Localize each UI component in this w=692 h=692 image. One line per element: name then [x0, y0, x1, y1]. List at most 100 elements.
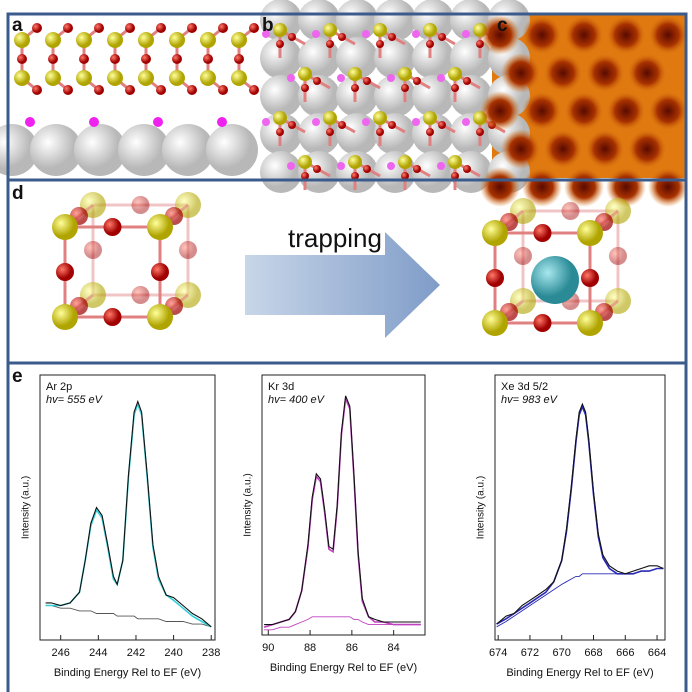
atom — [426, 40, 434, 48]
panel-label: b — [262, 15, 274, 36]
stm-spot — [585, 129, 625, 169]
stm-spot — [522, 15, 562, 55]
atom — [482, 220, 508, 246]
atom — [398, 155, 412, 169]
atom — [153, 117, 163, 127]
x-axis-label: Binding Energy Rel to EF (eV) — [270, 662, 417, 674]
x-tick-label: 86 — [346, 642, 358, 654]
chart-subtitle: hv= 555 eV — [46, 394, 104, 406]
atom — [534, 314, 552, 332]
x-tick-label: 238 — [202, 647, 220, 659]
atom — [94, 85, 104, 95]
atom — [301, 84, 309, 92]
atom — [476, 128, 484, 136]
atom — [89, 117, 99, 127]
atom — [156, 85, 166, 95]
atom — [147, 214, 173, 240]
atom — [387, 74, 395, 82]
atom — [156, 23, 166, 33]
x-tick-label: 668 — [584, 647, 602, 659]
atom — [363, 77, 371, 85]
stm-spot — [648, 167, 688, 207]
atom — [577, 220, 603, 246]
atom — [348, 155, 362, 169]
x-axis-label: Binding Energy Rel to EF (eV) — [506, 667, 653, 679]
atom — [94, 23, 104, 33]
x-tick-label: 240 — [164, 647, 182, 659]
atom — [363, 165, 371, 173]
atom — [348, 67, 362, 81]
atom — [138, 70, 154, 86]
atom — [577, 310, 603, 336]
atom — [388, 121, 396, 129]
atom — [376, 40, 384, 48]
atom — [288, 33, 296, 41]
atom — [534, 224, 552, 242]
stm-spot — [648, 91, 688, 131]
atom — [531, 256, 579, 304]
atom — [438, 33, 446, 41]
atom — [187, 23, 197, 33]
atom — [287, 162, 295, 170]
atom — [104, 218, 122, 236]
atom — [448, 67, 462, 81]
atom — [249, 85, 259, 95]
atom — [276, 40, 284, 48]
atom — [14, 70, 30, 86]
atom — [132, 286, 150, 304]
y-axis-label: Intensity (a.u.) — [243, 473, 254, 536]
atom — [169, 32, 185, 48]
chart-subtitle: hv= 400 eV — [268, 394, 326, 406]
atom — [448, 155, 462, 169]
atom — [313, 165, 321, 173]
atom — [374, 75, 416, 117]
atom — [76, 70, 92, 86]
atom — [326, 40, 334, 48]
atom — [45, 70, 61, 86]
atom — [169, 70, 185, 86]
x-tick-label: 90 — [262, 642, 274, 654]
arrow-label: trapping — [288, 223, 382, 253]
x-tick-label: 246 — [52, 647, 70, 659]
x-tick-label: 670 — [553, 647, 571, 659]
stm-spot — [606, 15, 646, 55]
stm-spot — [585, 53, 625, 93]
atom — [323, 111, 337, 125]
atom — [288, 121, 296, 129]
atom — [32, 85, 42, 95]
stm-spot — [543, 53, 583, 93]
stm-spot — [564, 91, 604, 131]
x-tick-label: 666 — [616, 647, 634, 659]
atom — [401, 84, 409, 92]
atom — [482, 310, 508, 336]
atom — [63, 85, 73, 95]
atom — [218, 85, 228, 95]
atom — [52, 214, 78, 240]
atom — [581, 269, 599, 287]
atom — [462, 118, 470, 126]
stm-spot — [627, 53, 667, 93]
atom — [413, 77, 421, 85]
atom — [298, 67, 312, 81]
atom — [376, 128, 384, 136]
atom — [200, 70, 216, 86]
atom — [463, 77, 471, 85]
stm-spot — [564, 167, 604, 207]
atom — [234, 54, 244, 64]
atom — [231, 70, 247, 86]
atom — [273, 23, 287, 37]
y-axis-label: Intensity (a.u.) — [21, 476, 32, 539]
atom — [147, 304, 173, 330]
chart-subtitle: hv= 983 eV — [501, 394, 559, 406]
stm-spot — [480, 91, 520, 131]
atom — [217, 117, 227, 127]
atom — [52, 304, 78, 330]
atom — [562, 202, 580, 220]
atom — [373, 111, 387, 125]
atom — [172, 54, 182, 64]
atom — [373, 23, 387, 37]
atom — [437, 74, 445, 82]
stm-spot — [501, 53, 541, 93]
atom — [17, 54, 27, 64]
atom — [125, 23, 135, 33]
